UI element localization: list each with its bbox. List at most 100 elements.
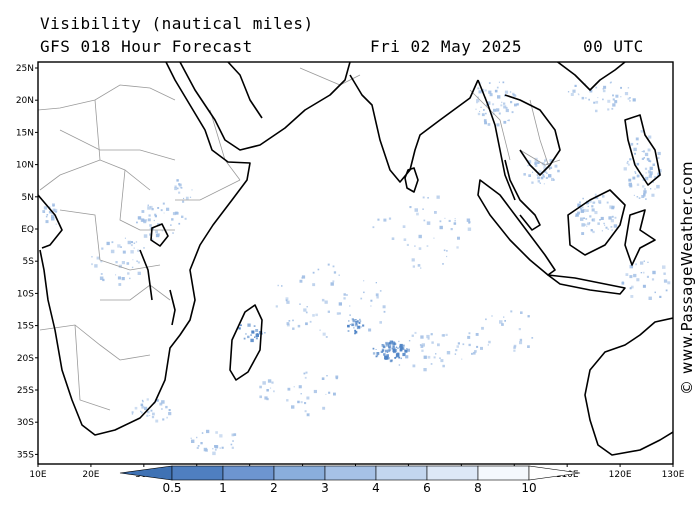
visibility-cell	[363, 280, 365, 282]
visibility-cell	[537, 161, 540, 164]
visibility-cell	[312, 271, 315, 274]
visibility-cell	[152, 412, 155, 416]
lat-label: 35S	[17, 450, 34, 460]
visibility-cell	[171, 218, 174, 221]
visibility-cell	[546, 172, 548, 174]
visibility-cell	[147, 206, 151, 210]
visibility-cell	[420, 267, 422, 269]
visibility-cell	[590, 229, 593, 231]
visibility-cell	[494, 89, 498, 93]
visibility-cell	[240, 324, 242, 327]
visibility-cell	[509, 91, 512, 93]
visibility-cell	[643, 260, 645, 262]
visibility-cell	[411, 334, 414, 337]
visibility-cell	[513, 344, 517, 348]
visibility-cell	[172, 212, 176, 216]
visibility-cell	[605, 226, 608, 229]
visibility-cell	[271, 381, 274, 384]
visibility-cell	[493, 108, 496, 112]
visibility-cell	[423, 355, 427, 359]
visibility-cell	[518, 328, 521, 331]
visibility-cell	[181, 215, 184, 218]
visibility-cell	[596, 197, 599, 200]
visibility-cell	[313, 389, 317, 394]
visibility-cell	[418, 234, 422, 239]
visibility-cell	[544, 170, 547, 173]
visibility-cell	[585, 83, 587, 85]
visibility-cell	[476, 99, 480, 103]
credit-text: © www.PassageWeather.com	[678, 160, 696, 395]
visibility-cell	[360, 297, 363, 300]
visibility-cell	[643, 190, 647, 194]
visibility-cell	[665, 289, 668, 292]
visibility-cell	[504, 320, 506, 322]
visibility-cell	[305, 371, 308, 374]
visibility-cell	[479, 110, 481, 112]
visibility-cell	[601, 230, 603, 232]
visibility-cell	[375, 355, 377, 357]
visibility-cell	[589, 89, 593, 93]
visibility-cell	[45, 215, 48, 218]
visibility-cell	[514, 103, 517, 107]
visibility-cell	[594, 193, 597, 196]
visibility-cell	[140, 410, 142, 413]
colorbar-label: 1	[219, 481, 227, 495]
visibility-cell	[652, 270, 656, 275]
visibility-cell	[255, 337, 258, 340]
visibility-cell	[155, 419, 159, 423]
visibility-cell	[657, 151, 661, 156]
visibility-cell	[581, 206, 584, 209]
visibility-cell	[648, 135, 652, 139]
visibility-cell	[126, 262, 130, 265]
visibility-cell	[165, 405, 168, 409]
visibility-cell	[630, 287, 632, 289]
visibility-cell	[629, 275, 633, 279]
visibility-cell	[285, 297, 289, 301]
visibility-cell	[478, 90, 482, 94]
visibility-cell	[170, 224, 172, 226]
visibility-cell	[620, 86, 622, 89]
country-borders	[38, 67, 561, 411]
visibility-cell	[386, 354, 389, 357]
visibility-cell	[446, 351, 451, 355]
visibility-cell	[481, 113, 485, 117]
visibility-cell	[615, 100, 617, 102]
visibility-cell	[140, 403, 144, 407]
map-axes: 25N 20N 15N 10N 5N EQ 5S 10S 15S 20S 25S 30S 35S 10E 2…	[16, 61, 685, 480]
visibility-cell	[663, 272, 666, 275]
visibility-cell	[390, 343, 392, 345]
visibility-cell	[317, 268, 320, 271]
visibility-cell	[368, 328, 372, 332]
visibility-cell	[409, 206, 412, 209]
visibility-cell	[397, 347, 399, 349]
visibility-cell	[349, 305, 351, 307]
visibility-cell	[640, 261, 644, 265]
visibility-cell	[376, 296, 379, 299]
visibility-cell	[577, 203, 581, 207]
visibility-cell	[131, 411, 134, 414]
visibility-cell	[426, 334, 430, 339]
visibility-cell	[206, 429, 210, 434]
visibility-cell	[583, 217, 585, 219]
visibility-cell	[625, 273, 629, 276]
visibility-cell	[130, 250, 134, 254]
visibility-cell	[489, 93, 493, 97]
visibility-cell	[379, 290, 382, 292]
visibility-cell	[133, 242, 136, 244]
visibility-cell	[130, 244, 133, 247]
visibility-cell	[232, 440, 234, 442]
visibility-cell	[286, 322, 290, 325]
visibility-cell	[574, 84, 577, 87]
visibility-cell	[324, 300, 328, 304]
visibility-cell	[238, 327, 241, 330]
visibility-cell	[442, 364, 445, 368]
visibility-cell	[286, 323, 290, 327]
visibility-cell	[645, 198, 647, 200]
visibility-cell	[180, 187, 183, 189]
visibility-cell	[160, 209, 163, 212]
visibility-cell	[351, 318, 354, 321]
visibility-cell	[480, 346, 483, 350]
visibility-cell	[654, 291, 656, 294]
visibility-cell	[333, 392, 336, 396]
visibility-cell	[330, 282, 334, 286]
